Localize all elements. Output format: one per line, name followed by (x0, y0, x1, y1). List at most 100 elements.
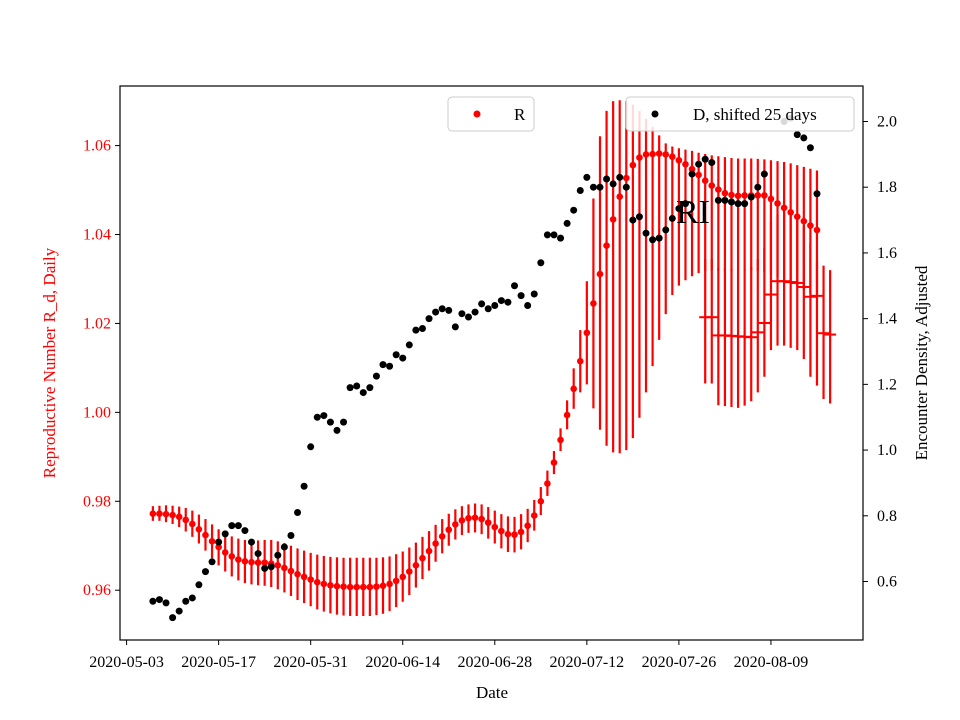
r-point (399, 573, 407, 581)
y-right-tick-label: 1.0 (877, 442, 897, 459)
d-point (800, 134, 808, 142)
r-point (800, 217, 808, 225)
d-point (425, 315, 433, 323)
d-point (149, 597, 157, 605)
d-point (557, 234, 565, 242)
r-point (274, 562, 282, 569)
x-tick-label: 2020-08-09 (734, 654, 809, 671)
legend-r-box (447, 96, 535, 132)
r-point (629, 161, 637, 169)
y-right-tick-label: 0.6 (877, 574, 897, 591)
d-point (543, 231, 551, 239)
d-point (392, 351, 400, 359)
d-point (695, 160, 703, 168)
r-point (688, 165, 696, 173)
plot-frame (119, 85, 864, 641)
d-point (760, 170, 768, 178)
d-point (681, 200, 689, 208)
d-point (346, 384, 354, 392)
r-point (498, 527, 505, 535)
d-point (208, 558, 216, 566)
d-point (399, 354, 407, 362)
r-point (261, 559, 268, 566)
r-point (215, 543, 222, 551)
r-point (333, 582, 341, 590)
chart-marks (149, 100, 837, 622)
r-point (682, 160, 689, 168)
d-point (188, 594, 196, 602)
d-point (372, 372, 380, 380)
r-point (754, 192, 762, 199)
y-left-tick-label: 1.02 (83, 315, 111, 332)
r-point (248, 558, 255, 566)
d-point (307, 443, 315, 451)
d-point (524, 301, 532, 309)
r-point (695, 171, 702, 179)
d-point (511, 282, 519, 290)
x-tick-label: 2020-05-17 (181, 654, 256, 671)
r-point (340, 583, 347, 590)
legend-r-marker (473, 110, 481, 118)
r-point (452, 521, 459, 528)
d-point (379, 361, 387, 369)
r-point (438, 533, 446, 540)
d-point (635, 213, 643, 221)
r-point (701, 177, 709, 185)
d-point (563, 219, 571, 227)
r-point (156, 510, 163, 518)
d-point (267, 563, 275, 571)
legend-d-label: D, shifted 25 days (693, 105, 817, 124)
d-point (649, 236, 657, 244)
r-point (596, 270, 604, 278)
r-point (649, 150, 656, 158)
d-point (491, 301, 499, 309)
x-tick-label: 2020-05-03 (89, 654, 164, 671)
r-point (609, 216, 617, 223)
r-point (530, 512, 538, 519)
d-point (688, 170, 696, 178)
d-point (254, 550, 262, 558)
r-point (524, 522, 531, 530)
d-point (583, 173, 591, 181)
axes: 2020-05-03 2020-05-17 2020-05-31 2020-06-14… (83, 113, 897, 671)
d-point (175, 607, 183, 615)
d-point (280, 543, 288, 551)
r-point (603, 242, 610, 249)
d-point (451, 323, 459, 331)
d-point (754, 183, 762, 191)
r-point (465, 514, 472, 522)
y-left-tick-label: 1.00 (83, 404, 111, 421)
r-point (307, 576, 314, 583)
r-point (353, 583, 361, 591)
r-point (484, 519, 492, 526)
r-point (366, 583, 374, 591)
r-point (313, 578, 321, 586)
r-point (767, 195, 775, 203)
d-point (609, 180, 617, 188)
d-point (517, 292, 525, 300)
legend-d-box (625, 96, 855, 132)
y-right-tick-label: 2.0 (877, 113, 897, 130)
d-point (155, 596, 163, 604)
d-point (576, 186, 584, 194)
r-point (287, 567, 295, 575)
r-point (590, 300, 597, 307)
d-point (248, 538, 256, 546)
y-right-tick-label: 1.6 (877, 245, 897, 262)
d-point (813, 190, 821, 198)
d-point (701, 155, 709, 163)
y-right-tick-label: 0.8 (877, 508, 897, 525)
r-point (432, 540, 439, 547)
d-point (353, 382, 361, 390)
r-point (412, 562, 420, 569)
d-point (438, 305, 446, 313)
d-point (287, 532, 295, 540)
d-point (300, 482, 308, 490)
r-point (721, 189, 729, 197)
d-point (162, 599, 170, 607)
d-point (550, 231, 558, 239)
r-point (550, 459, 558, 466)
r-point (504, 530, 512, 538)
d-point (747, 193, 755, 201)
